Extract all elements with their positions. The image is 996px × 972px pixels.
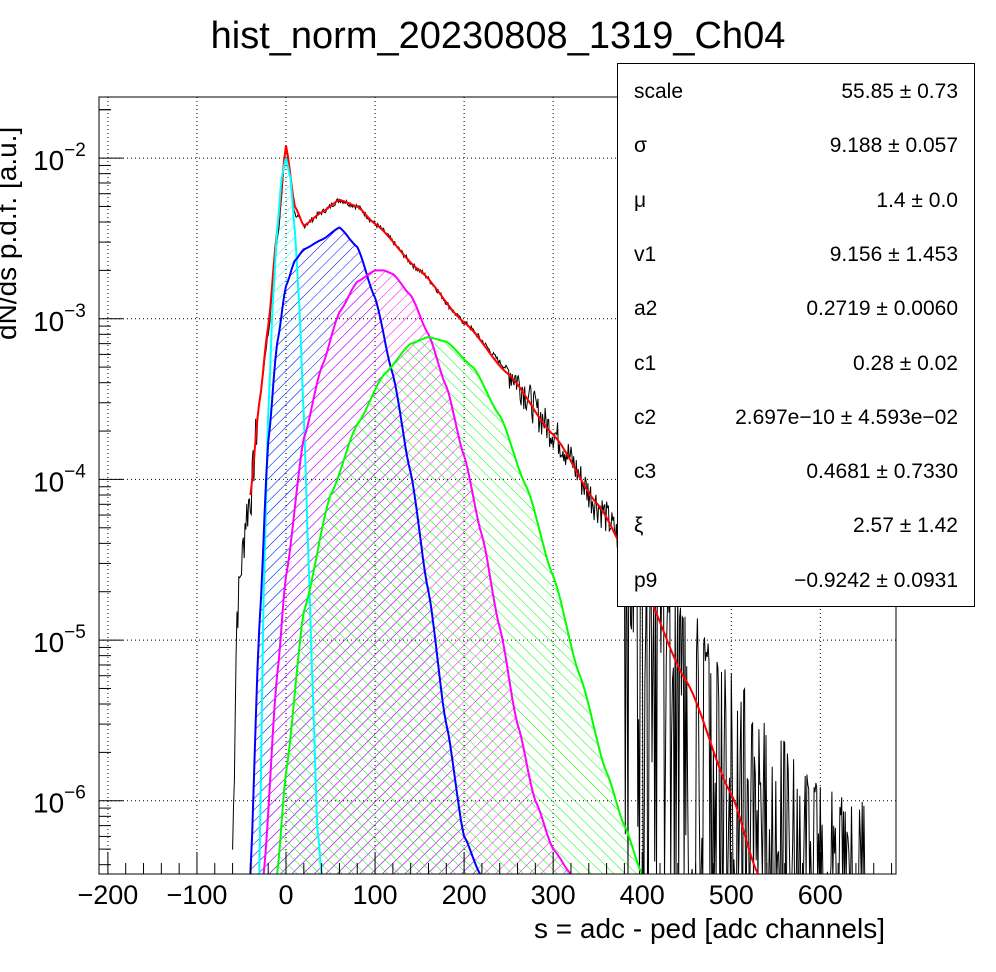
stats-row: scale 55.85 ± 0.73 <box>618 80 974 110</box>
x-tick-label: 300 <box>531 880 576 910</box>
series-total-fit <box>249 145 759 874</box>
stats-param-value: 2.57 ± 1.42 <box>853 514 958 538</box>
x-tick-label: 100 <box>353 880 398 910</box>
stats-param-name: ξ <box>634 514 644 538</box>
series-2-p-e-component <box>262 269 572 874</box>
y-axis-label: dN/ds p.d.f. [a.u.] <box>0 127 22 340</box>
stats-param-value: 0.4681 ± 0.7330 <box>806 460 958 484</box>
component-fills <box>250 158 643 874</box>
stats-row: c3 0.4681 ± 0.7330 <box>618 460 974 490</box>
series-3-p-e-component <box>276 335 644 874</box>
stats-param-name: σ <box>634 134 647 158</box>
x-tick-label: 0 <box>278 880 293 910</box>
stats-param-value: 2.697e−10 ± 4.593e−02 <box>735 405 958 429</box>
y-tick-label: 10−3 <box>33 301 86 337</box>
stats-row: c2 2.697e−10 ± 4.593e−02 <box>618 406 974 436</box>
chart-title: hist_norm_20230808_1319_Ch04 <box>211 15 786 57</box>
stats-param-value: 0.28 ± 0.02 <box>853 351 958 375</box>
stats-row: a2 0.2719 ± 0.0060 <box>618 297 974 327</box>
stats-row: v1 9.156 ± 1.453 <box>618 243 974 273</box>
x-tick-label: −100 <box>167 880 228 910</box>
series-0-p-e-component <box>258 157 323 874</box>
stats-param-name: scale <box>634 80 684 103</box>
stats-param-name: p9 <box>634 568 658 592</box>
stats-row: ξ 2.57 ± 1.42 <box>618 514 974 544</box>
series-lines <box>232 145 866 874</box>
stats-param-name: c1 <box>634 351 657 375</box>
x-tick-label: 600 <box>798 880 843 910</box>
series-1-p-e-component <box>249 226 481 874</box>
stats-row: μ 1.4 ± 0.0 <box>618 189 974 219</box>
fill-3-p-e-component <box>277 337 643 874</box>
stats-param-name: a2 <box>634 297 658 321</box>
stats-param-name: c2 <box>634 405 657 429</box>
x-axis-label: s = adc - ped [adc channels] <box>534 913 885 944</box>
stats-row: σ 9.188 ± 0.057 <box>618 134 974 164</box>
y-tick-label: 10−5 <box>33 622 86 658</box>
axes: −200 −100 0 100 200 300 400 500 600 10−6 10−5 10−4 1… <box>33 109 893 910</box>
stats-param-value: −0.9242 ± 0.0931 <box>794 568 958 592</box>
fit-stats-box: scale 55.85 ± 0.73 σ 9.188 ± 0.057 μ 1.4 ± 0.… <box>617 63 975 607</box>
y-tick-label: 10−4 <box>33 461 86 497</box>
y-tick-label: 10−2 <box>33 140 86 176</box>
stats-param-value: 9.188 ± 0.057 <box>829 134 958 158</box>
stats-param-name: v1 <box>634 242 657 266</box>
y-tick-label: 10−6 <box>33 783 86 819</box>
stats-param-name: μ <box>634 188 647 212</box>
x-tick-label: −200 <box>77 880 138 910</box>
stats-param-value: 0.2719 ± 0.0060 <box>806 297 958 321</box>
stats-param-value: 55.85 ± 0.73 <box>841 80 958 103</box>
stats-param-value: 1.4 ± 0.0 <box>876 188 958 212</box>
x-tick-label: 200 <box>442 880 487 910</box>
x-tick-label: 500 <box>709 880 754 910</box>
stats-row: p9 −0.9242 ± 0.0931 <box>618 569 974 599</box>
stats-row: c1 0.28 ± 0.02 <box>618 352 974 382</box>
x-tick-label: 400 <box>620 880 665 910</box>
stats-param-name: c3 <box>634 460 657 484</box>
stats-param-value: 9.156 ± 1.453 <box>829 242 958 266</box>
